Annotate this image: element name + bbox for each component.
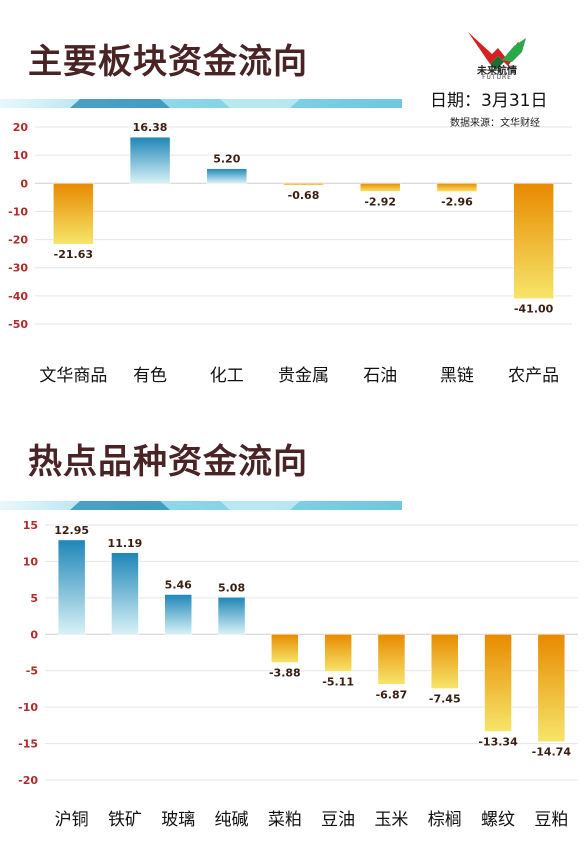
category-label: 贵金属 xyxy=(278,366,329,386)
y-tick-label: 5 xyxy=(30,592,38,605)
category-label: 有色 xyxy=(133,366,167,386)
y-tick-label: -40 xyxy=(8,290,28,303)
bar xyxy=(513,183,554,299)
category-label: 沪铜 xyxy=(55,810,89,830)
bar-value-label: -2.96 xyxy=(441,196,473,209)
y-tick-label: 0 xyxy=(20,177,28,190)
bar xyxy=(377,634,406,685)
bar xyxy=(359,183,401,192)
category-label: 豆油 xyxy=(321,810,355,830)
bar-value-label: -13.34 xyxy=(478,735,518,748)
bar xyxy=(53,183,94,245)
y-tick-label: -5 xyxy=(26,665,38,678)
bar xyxy=(57,539,86,635)
bar xyxy=(537,634,566,742)
y-tick-label: 10 xyxy=(23,555,39,568)
bar-value-label: -5.11 xyxy=(322,676,354,689)
y-tick-label: -20 xyxy=(18,774,38,787)
y-tick-label: 20 xyxy=(13,121,29,134)
bar xyxy=(431,634,459,689)
bar-value-label: 5.08 xyxy=(218,581,245,594)
bar-value-label: -7.45 xyxy=(429,693,461,706)
category-label: 玉米 xyxy=(374,810,408,830)
bar-value-label: -0.68 xyxy=(288,189,320,202)
category-label: 菜粕 xyxy=(268,810,302,830)
category-label: 黑链 xyxy=(440,366,474,386)
y-tick-label: -15 xyxy=(18,738,38,751)
category-label: 铁矿 xyxy=(108,810,142,830)
bar-value-label: -3.88 xyxy=(269,667,301,680)
source-label: 数据来源：文华财经 xyxy=(450,118,540,129)
y-tick-label: -10 xyxy=(18,701,38,714)
category-label: 螺纹 xyxy=(481,810,515,830)
logo-icon xyxy=(468,32,526,70)
y-tick-label: 15 xyxy=(23,519,38,532)
bar xyxy=(164,594,192,635)
bar-value-label: -14.74 xyxy=(532,746,572,759)
y-tick-label: 0 xyxy=(30,628,38,641)
category-label: 纯碱 xyxy=(215,810,249,830)
chart-1: 20 10 0 -10 -20 -30 -40 -50 -21.63 文华商品 16.38 有色 5.2… xyxy=(8,121,572,386)
bar xyxy=(111,552,139,635)
category-label: 化工 xyxy=(210,366,244,386)
category-label: 棕榈 xyxy=(428,810,462,830)
y-tick-label: -10 xyxy=(8,205,28,218)
category-label: 文华商品 xyxy=(39,366,107,386)
y-tick-label: -20 xyxy=(8,234,28,247)
bar-value-label: -6.87 xyxy=(376,688,408,701)
bar xyxy=(436,183,478,192)
category-label: 石油 xyxy=(363,366,397,386)
bar-value-label: 16.38 xyxy=(133,121,168,134)
logo-subtext: FUTURE xyxy=(482,74,512,81)
bar-value-label: -41.00 xyxy=(514,303,554,316)
category-label: 玻璃 xyxy=(161,810,195,830)
bar-value-label: 11.19 xyxy=(108,537,143,550)
chart-2-title: 热点品种资金流向 xyxy=(28,442,308,482)
logo-text: 未来航情 xyxy=(477,66,517,77)
bar-value-label: 5.20 xyxy=(213,153,240,166)
bar xyxy=(129,136,171,184)
bar-value-label: -2.92 xyxy=(364,196,396,209)
y-tick-label: -30 xyxy=(8,262,28,275)
title-stripe-1 xyxy=(0,99,402,108)
date-label: 日期：3月31日 xyxy=(430,91,548,111)
bar xyxy=(484,634,512,732)
category-label: 豆粕 xyxy=(534,810,568,830)
bar-value-label: 12.95 xyxy=(54,524,89,537)
bar-value-label: 5.46 xyxy=(165,579,192,592)
bar xyxy=(206,168,248,184)
y-tick-label: 10 xyxy=(13,149,29,162)
bar xyxy=(271,634,299,663)
category-label: 农产品 xyxy=(508,366,559,386)
bar xyxy=(283,183,324,186)
y-tick-label: -50 xyxy=(8,318,28,331)
bar xyxy=(324,634,352,672)
bar-value-label: -21.63 xyxy=(54,248,93,261)
bar xyxy=(217,597,246,635)
title-stripe-2 xyxy=(0,501,402,510)
chart-1-title: 主要板块资金流向 xyxy=(28,42,308,82)
